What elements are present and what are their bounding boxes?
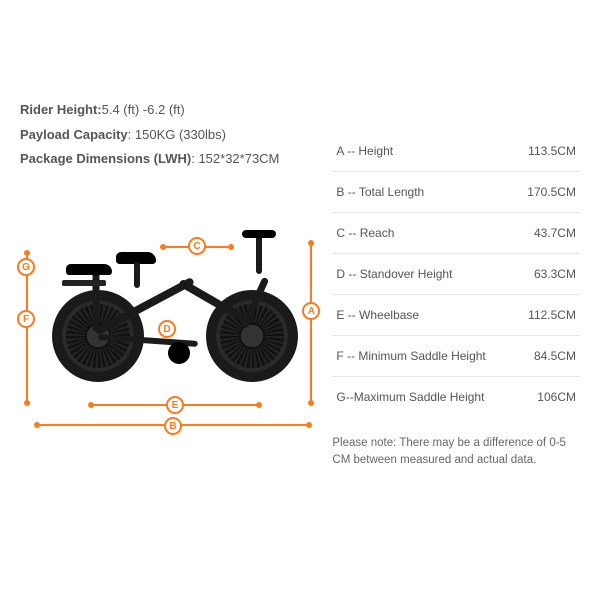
table-row: E -- Wheelbase112.5CM [332, 294, 580, 335]
dim-marker-f: F [17, 310, 35, 328]
spec-payload: Payload Capacity: 150KG (330lbs) [20, 123, 312, 148]
dim-value: 63.3CM [514, 253, 580, 294]
dim-label: C -- Reach [332, 212, 514, 253]
dim-dot [306, 422, 312, 428]
table-row: A -- Height113.5CM [332, 131, 580, 172]
dim-dot [308, 240, 314, 246]
dim-label: D -- Standover Height [332, 253, 514, 294]
rider-height-label: Rider Height: [20, 102, 102, 117]
table-row: D -- Standover Height63.3CM [332, 253, 580, 294]
dim-value: 43.7CM [514, 212, 580, 253]
table-row: G--Maximum Saddle Height106CM [332, 376, 580, 417]
handlebar-icon [256, 234, 262, 274]
table-row: F -- Minimum Saddle Height84.5CM [332, 335, 580, 376]
payload-label: Payload Capacity [20, 127, 128, 142]
dim-value: 84.5CM [514, 335, 580, 376]
dim-label: F -- Minimum Saddle Height [332, 335, 514, 376]
right-column: A -- Height113.5CMB -- Total Length170.5… [322, 131, 580, 470]
dim-dot [308, 400, 314, 406]
dim-label: G--Maximum Saddle Height [332, 376, 514, 417]
seat-tube [93, 268, 100, 332]
pkg-value: : 152*32*73CM [191, 151, 279, 166]
dim-value: 113.5CM [514, 131, 580, 172]
dim-line-gf [26, 254, 28, 404]
dim-dot [34, 422, 40, 428]
dim-dot [88, 402, 94, 408]
dim-value: 170.5CM [514, 171, 580, 212]
rear-rack-icon [62, 280, 106, 286]
table-row: B -- Total Length170.5CM [332, 171, 580, 212]
seat-post [134, 262, 140, 288]
dim-marker-e: E [166, 396, 184, 414]
dim-label: A -- Height [332, 131, 514, 172]
dim-dot [24, 250, 30, 256]
pkg-label: Package Dimensions (LWH) [20, 151, 191, 166]
spec-rider-height: Rider Height:5.4 (ft) -6.2 (ft) [20, 98, 312, 123]
rider-height-value: 5.4 (ft) -6.2 (ft) [102, 102, 185, 117]
dim-marker-a: A [302, 302, 320, 320]
table-row: C -- Reach43.7CM [332, 212, 580, 253]
dim-label: B -- Total Length [332, 171, 514, 212]
payload-value: : 150KG (330lbs) [128, 127, 226, 142]
disclaimer-note: Please note: There may be a difference o… [332, 435, 580, 470]
dim-value: 106CM [514, 376, 580, 417]
left-column: Rider Height:5.4 (ft) -6.2 (ft) Payload … [20, 168, 322, 432]
crank-icon [168, 342, 190, 364]
rear-seat-icon [66, 264, 112, 275]
dim-dot [24, 400, 30, 406]
spec-package-dimensions: Package Dimensions (LWH): 152*32*73CM [20, 147, 312, 172]
bike-icon [60, 232, 290, 382]
dim-marker-b: B [164, 417, 182, 435]
dimensions-table: A -- Height113.5CMB -- Total Length170.5… [332, 131, 580, 417]
dim-label: E -- Wheelbase [332, 294, 514, 335]
top-specs: Rider Height:5.4 (ft) -6.2 (ft) Payload … [20, 98, 312, 172]
dim-dot [256, 402, 262, 408]
bike-diagram: B E A G F C D [20, 192, 312, 432]
dim-line-a [310, 244, 312, 404]
dim-marker-g: G [17, 258, 35, 276]
dim-value: 112.5CM [514, 294, 580, 335]
